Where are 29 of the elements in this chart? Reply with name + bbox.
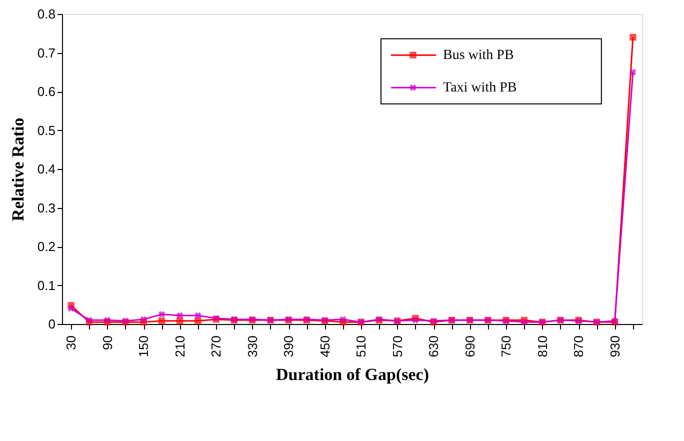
x-tick-label: 30 xyxy=(64,336,79,350)
x-tick-label: 330 xyxy=(244,336,260,358)
x-tick-label: 390 xyxy=(281,336,296,358)
x-tick-label: 270 xyxy=(208,336,224,358)
x-tick-label: 630 xyxy=(426,336,442,358)
x-tick-label: 930 xyxy=(607,336,622,358)
x-tick-label: 210 xyxy=(172,336,188,358)
y-tick-label: 0.1 xyxy=(37,278,56,293)
y-tick-label: 0.8 xyxy=(37,6,56,22)
y-tick-label: 0.3 xyxy=(37,200,56,216)
y-tick-label: 0 xyxy=(48,316,56,332)
x-tick-label: 810 xyxy=(534,336,550,358)
y-axis-title: Relative Ratio xyxy=(8,118,28,222)
x-tick-label: 870 xyxy=(571,336,586,358)
x-tick-label: 750 xyxy=(498,336,514,358)
x-tick-label: 570 xyxy=(390,336,405,358)
legend-label: Bus with PB xyxy=(443,48,514,64)
y-tick-label: 0.7 xyxy=(37,45,56,60)
x-tick-label: 690 xyxy=(462,336,478,358)
legend-label: Taxi with PB xyxy=(443,80,517,96)
y-tick-label: 0.4 xyxy=(37,162,56,176)
x-tick-label: 450 xyxy=(317,336,332,358)
x-tick-label: 90 xyxy=(100,336,115,350)
x-axis-title: Duration of Gap(sec) xyxy=(276,365,429,384)
x-tick-label: 510 xyxy=(354,336,369,358)
x-tick-label: 150 xyxy=(136,336,152,358)
y-tick-label: 0.5 xyxy=(37,122,56,138)
y-tick-label: 0.2 xyxy=(37,239,56,254)
y-tick-label: 0.6 xyxy=(37,84,56,99)
